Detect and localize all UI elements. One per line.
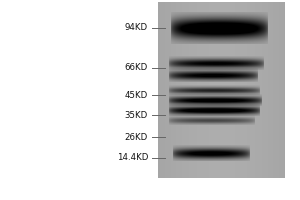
Text: 26KD: 26KD xyxy=(125,132,148,142)
Text: 35KD: 35KD xyxy=(125,110,148,119)
Text: 45KD: 45KD xyxy=(125,90,148,99)
Text: 14.4KD: 14.4KD xyxy=(117,154,148,162)
Text: 94KD: 94KD xyxy=(125,23,148,32)
Text: 66KD: 66KD xyxy=(125,64,148,72)
